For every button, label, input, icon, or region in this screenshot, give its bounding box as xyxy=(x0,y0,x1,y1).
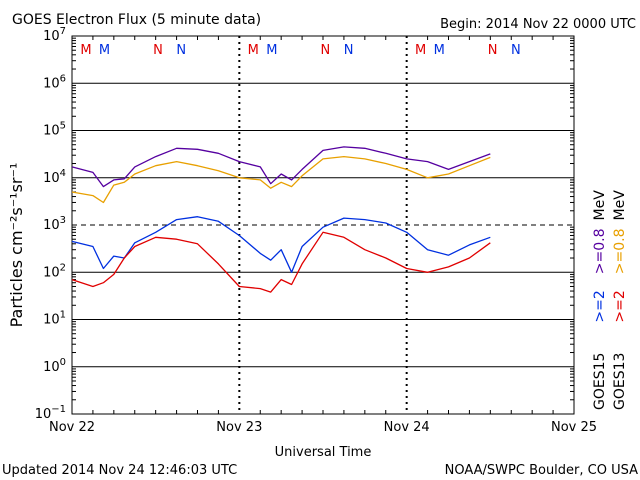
y-tick-label: 10−1 xyxy=(35,404,66,422)
y-tick-label: 103 xyxy=(43,215,66,233)
orbit-marker: N xyxy=(320,43,330,58)
updated-timestamp: Updated 2014 Nov 24 12:46:03 UTC xyxy=(2,463,237,478)
orbit-marker: N xyxy=(344,43,354,58)
chart-title: GOES Electron Flux (5 minute data) xyxy=(12,12,261,28)
flux-series xyxy=(71,146,491,293)
series-line-goes13_low xyxy=(71,155,491,204)
credit-line: NOAA/SWPC Boulder, CO USA xyxy=(445,463,638,478)
orbit-marker: M xyxy=(80,43,91,58)
legend-goes15-unit: MeV xyxy=(592,190,608,221)
y-tick-labels: 10−1 100 101 102 103 104 105 106 107 xyxy=(35,26,66,422)
y-tick-label: 106 xyxy=(43,73,66,91)
orbit-marker: M xyxy=(434,43,445,58)
y-tick-label: 104 xyxy=(43,168,66,186)
orbit-marker: N xyxy=(488,43,498,58)
legend-goes13-sat: GOES13 xyxy=(612,353,628,410)
y-axis-title: Particles cm⁻²s⁻¹sr⁻¹ xyxy=(7,163,26,328)
orbit-marker: N xyxy=(153,43,163,58)
series-line-goes15_low xyxy=(71,146,491,188)
legend-goes13-low: >=0.8 xyxy=(612,228,628,274)
legend-goes13: GOES13 >=2 >=0.8 MeV xyxy=(612,190,628,410)
legend-goes15-low: >=0.8 xyxy=(592,228,608,274)
orbit-marker: M xyxy=(266,43,277,58)
x-tick-label: Nov 23 xyxy=(216,420,262,435)
y-tick-label: 100 xyxy=(43,357,66,375)
y-tick-label: 102 xyxy=(43,262,66,280)
x-tick-label: Nov 24 xyxy=(384,420,430,435)
y-tick-label: 105 xyxy=(43,121,66,139)
legend-goes15-high: >=2 xyxy=(592,290,608,322)
grid-lines xyxy=(72,37,574,401)
x-tick-labels: Nov 22 Nov 23 Nov 24 Nov 25 xyxy=(49,420,597,435)
x-tick-label: Nov 25 xyxy=(551,420,597,435)
orbit-marker: M xyxy=(415,43,426,58)
orbit-marker: N xyxy=(511,43,521,58)
y-tick-label: 101 xyxy=(43,310,66,328)
day-separator-lines xyxy=(92,36,554,414)
orbit-marker: N xyxy=(176,43,186,58)
x-axis-title: Universal Time xyxy=(275,445,372,460)
legend-goes13-high: >=2 xyxy=(612,290,628,322)
series-line-goes13_high xyxy=(71,231,491,293)
legend-goes15-sat: GOES15 xyxy=(592,353,608,410)
legend-goes13-unit: MeV xyxy=(612,190,628,221)
x-tick-label: Nov 22 xyxy=(49,420,95,435)
begin-date: Begin: 2014 Nov 22 0000 UTC xyxy=(440,17,636,32)
legend-goes15: GOES15 >=2 >=0.8 MeV xyxy=(592,190,608,410)
orbit-marker: M xyxy=(248,43,259,58)
orbit-marker: M xyxy=(99,43,110,58)
legend: GOES15>=2>=0.8MeV GOES13>=2>=0.8MeV xyxy=(592,190,628,410)
y-tick-label: 107 xyxy=(43,26,66,44)
